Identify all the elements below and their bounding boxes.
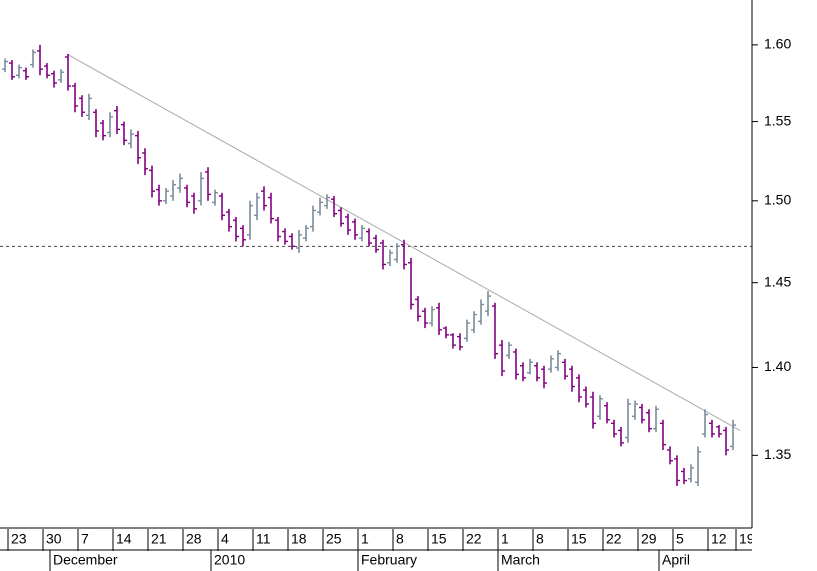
x-tick-label: 22: [466, 531, 482, 547]
month-label: February: [361, 552, 417, 568]
x-tick-label: 1: [361, 531, 369, 547]
y-tick-label: 1.35: [764, 446, 791, 462]
x-tick-label: 22: [606, 531, 622, 547]
x-tick-label: 25: [326, 531, 342, 547]
x-tick-label: 28: [186, 531, 202, 547]
x-tick-label: 8: [396, 531, 404, 547]
y-tick-label: 1.45: [764, 273, 791, 289]
x-tick-label: 23: [11, 531, 27, 547]
x-tick-label: 18: [291, 531, 307, 547]
month-label: March: [501, 552, 540, 568]
x-tick-label: 8: [536, 531, 544, 547]
x-tick-label: 14: [116, 531, 132, 547]
x-tick-label: 21: [151, 531, 167, 547]
y-tick-label: 1.55: [764, 112, 791, 128]
month-label: 2010: [214, 552, 245, 568]
x-tick-label: 7: [81, 531, 89, 547]
x-tick-label: 29: [641, 531, 657, 547]
x-tick-label: 19: [739, 531, 755, 547]
x-tick-label: 15: [431, 531, 447, 547]
x-tick-label: 11: [256, 531, 271, 547]
x-tick-label: 12: [711, 531, 727, 547]
x-tick-label: 30: [46, 531, 62, 547]
x-tick-label: 4: [221, 531, 229, 547]
x-tick-label: 15: [571, 531, 587, 547]
month-label: December: [53, 552, 118, 568]
plot-area: 23 30 7 14 21 28 4 11 18 25 1 8 15 22 1 8 15 22 29 5 12 19Dec…: [0, 44, 755, 571]
x-tick-label: 5: [676, 531, 684, 547]
month-label: April: [662, 552, 690, 568]
y-tick-label: 1.60: [764, 36, 791, 52]
y-tick-label: 1.50: [764, 191, 791, 207]
y-tick-label: 1.40: [764, 358, 791, 374]
x-tick-label: 1: [501, 531, 509, 547]
